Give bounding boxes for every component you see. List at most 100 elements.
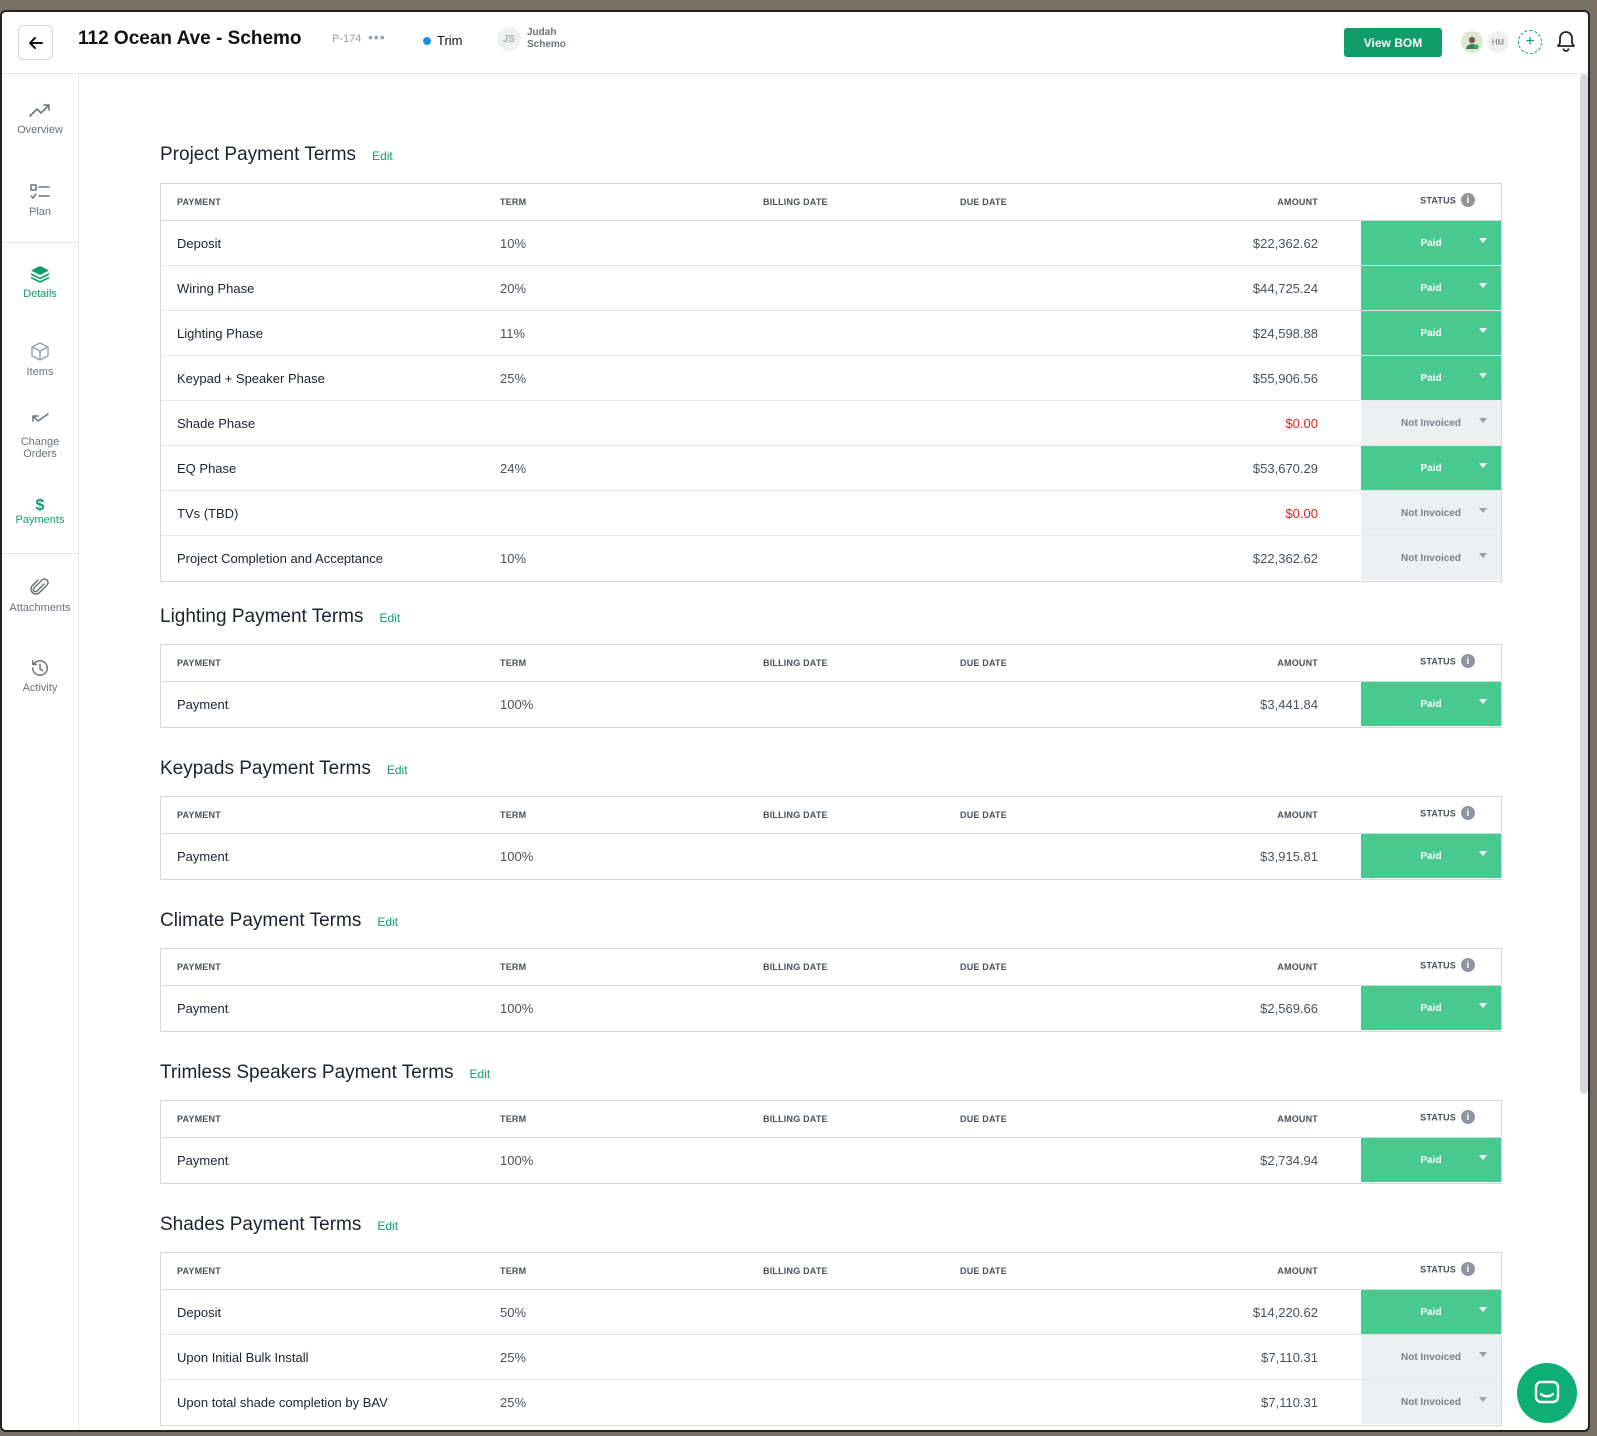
table-header: PAYMENT TERM BILLING DATE DUE DATE AMOUN… [161,797,1501,834]
back-button[interactable] [18,25,53,60]
payment-term: 50% [500,1305,527,1320]
app-window: 112 Ocean Ave - Schemo P-174 ••• Trim JS… [0,10,1590,1432]
sidebar-item-items[interactable]: Items [2,342,78,378]
view-bom-button[interactable]: View BOM [1344,28,1442,57]
status-dropdown[interactable]: Paid [1361,834,1501,878]
sidebar-item-activity[interactable]: Activity [2,658,78,694]
chevron-down-icon [1479,1352,1487,1357]
status-dropdown[interactable]: Paid [1361,682,1501,726]
payment-name: TVs (TBD) [177,506,239,521]
column-header-status: STATUS i [1420,654,1475,669]
sidebar-item-label: Payments [15,514,65,526]
notifications-bell-icon[interactable] [1556,30,1576,57]
status-dropdown[interactable]: Paid [1361,446,1501,490]
edit-link[interactable]: Edit [469,1067,491,1081]
info-icon[interactable]: i [1461,1110,1475,1124]
column-header-amount: AMOUNT [1277,197,1318,207]
payment-term: 20% [500,281,527,296]
table-row: Deposit 50% $14,220.62 Paid [161,1290,1501,1335]
status-header-label: STATUS [1420,1112,1456,1123]
column-header-term: TERM [500,197,527,207]
edit-link[interactable]: Edit [379,611,401,625]
add-member-button[interactable]: + [1518,30,1542,54]
status-dropdown[interactable]: Not Invoiced [1361,401,1501,445]
sidebar-item-change-orders[interactable]: Change Orders [2,412,78,460]
payment-term: 100% [500,849,534,864]
info-icon[interactable]: i [1461,654,1475,668]
status-dropdown[interactable]: Paid [1361,986,1501,1030]
sidebar-item-plan[interactable]: Plan [2,182,78,218]
column-header-term: TERM [500,1114,527,1124]
team-avatar-photo[interactable] [1460,30,1484,54]
status-label: Not Invoiced [1400,1351,1461,1363]
status-dropdown[interactable]: Not Invoiced [1361,491,1501,535]
project-phase[interactable]: Trim [423,33,463,48]
status-dropdown[interactable]: Paid [1361,1290,1501,1334]
section-header: Lighting Payment Terms Edit [160,606,400,628]
sidebar-item-overview[interactable]: Overview [2,100,78,136]
trend-up-icon [29,104,50,117]
status-header-label: STATUS [1420,960,1456,971]
arrow-left-icon [28,36,43,49]
column-header-term: TERM [500,962,527,972]
chat-support-button[interactable] [1517,1363,1577,1423]
sidebar-item-label: Details [23,288,57,300]
payment-name: Deposit [177,1305,222,1320]
column-header-due-date: DUE DATE [960,962,1007,972]
edit-link[interactable]: Edit [377,915,399,929]
payment-terms-table: PAYMENT TERM BILLING DATE DUE DATE AMOUN… [160,948,1502,1032]
column-header-billing-date: BILLING DATE [763,658,828,668]
owner-first-name: Judah [527,27,557,38]
edit-link[interactable]: Edit [377,1219,399,1233]
vertical-scrollbar[interactable] [1580,74,1588,1094]
table-row: Keypad + Speaker Phase 25% $55,906.56 Pa… [161,356,1501,401]
info-icon[interactable]: i [1461,806,1475,820]
project-owner[interactable]: JS Judah Schemo [497,27,566,51]
edit-link[interactable]: Edit [386,763,408,777]
section-header: Shades Payment Terms Edit [160,1214,398,1236]
status-dropdown[interactable]: Paid [1361,311,1501,355]
change-arrow-icon [32,413,49,422]
info-icon[interactable]: i [1461,1262,1475,1276]
sidebar-item-attachments[interactable]: Attachments [2,578,78,614]
payment-amount: $22,362.62 [1252,236,1318,251]
status-dropdown[interactable]: Paid [1361,1138,1501,1182]
status-dropdown[interactable]: Paid [1361,221,1501,265]
status-label: Paid [1420,1154,1442,1166]
status-dropdown[interactable]: Not Invoiced [1361,1380,1501,1424]
sidebar-item-details[interactable]: Details [2,264,78,300]
section-header: Climate Payment Terms Edit [160,910,398,932]
payment-amount: $22,362.62 [1252,551,1318,566]
status-dropdown[interactable]: Not Invoiced [1361,1335,1501,1379]
info-icon[interactable]: i [1461,193,1475,207]
payment-amount: $0.00 [1285,416,1318,431]
table-header: PAYMENT TERM BILLING DATE DUE DATE AMOUN… [161,645,1501,682]
section-title: Project Payment Terms [160,144,357,165]
table-row: Shade Phase $0.00 Not Invoiced [161,401,1501,446]
column-header-amount: AMOUNT [1277,658,1318,668]
chevron-down-icon [1479,1155,1487,1160]
sidebar-item-payments[interactable]: $ Payments [2,498,78,527]
chevron-down-icon [1479,699,1487,704]
sidebar: Overview Plan Details Items Change Order… [2,74,79,1430]
history-icon [32,659,48,676]
table-row: Payment 100% $3,915.81 Paid [161,834,1501,879]
payment-terms-table: PAYMENT TERM BILLING DATE DUE DATE AMOUN… [160,183,1502,582]
status-label: Paid [1420,282,1442,294]
status-dropdown[interactable]: Paid [1361,266,1501,310]
top-bar: 112 Ocean Ave - Schemo P-174 ••• Trim JS… [2,12,1588,74]
table-row: Project Completion and Acceptance 10% $2… [161,536,1501,581]
column-header-billing-date: BILLING DATE [763,1114,828,1124]
column-header-payment: PAYMENT [177,962,221,972]
payment-term: 100% [500,1001,534,1016]
more-options-icon[interactable]: ••• [368,29,386,45]
edit-link[interactable]: Edit [372,149,393,163]
info-icon[interactable]: i [1461,958,1475,972]
status-dropdown[interactable]: Paid [1361,356,1501,400]
status-label: Not Invoiced [1400,507,1461,519]
team-avatar-hm[interactable]: HM [1486,30,1510,54]
status-header-label: STATUS [1420,656,1456,667]
payment-term: 10% [500,236,527,251]
chevron-down-icon [1479,463,1487,468]
status-dropdown[interactable]: Not Invoiced [1361,536,1501,580]
